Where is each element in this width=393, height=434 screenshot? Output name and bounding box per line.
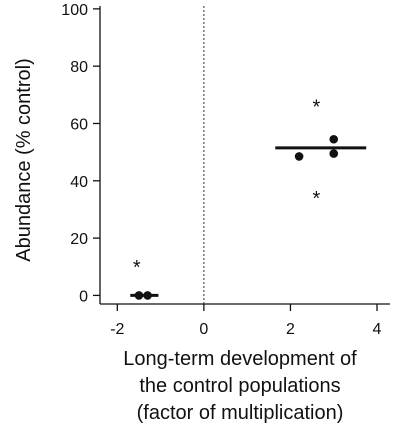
asterisk-annotation: * <box>133 257 141 279</box>
data-point <box>329 134 339 144</box>
plot-frame <box>99 6 390 305</box>
y-tick-label: 20 <box>70 231 88 248</box>
y-tick-label: 100 <box>61 2 88 19</box>
data-point <box>329 149 339 158</box>
x-tick-label: 0 <box>199 321 208 338</box>
data-point <box>143 291 152 300</box>
y-tick-label: 80 <box>70 59 88 76</box>
x-tick-label: 4 <box>373 321 382 338</box>
y-tick-label: 0 <box>79 288 88 305</box>
x-axis-title-line-3: (factor of multiplication) <box>137 402 344 424</box>
x-axis-title-line-2: the control populations <box>139 375 340 397</box>
y-tick-label: 60 <box>70 116 88 133</box>
asterisk-annotation: * <box>313 188 321 210</box>
asterisk-annotation: * <box>313 96 321 118</box>
data-point <box>294 152 304 161</box>
y-axis: 0 20 40 60 80 100 <box>61 2 100 305</box>
data-point <box>134 291 144 300</box>
chart-marks: * * * <box>130 6 367 304</box>
y-tick-label: 40 <box>70 174 88 191</box>
x-axis: -2 0 2 4 <box>110 304 382 338</box>
x-tick-label: -2 <box>110 321 124 338</box>
x-axis-title-line-1: Long-term development of <box>123 348 357 370</box>
y-axis-title: Abundance (% control) <box>13 58 35 261</box>
x-tick-label: 2 <box>286 321 295 338</box>
